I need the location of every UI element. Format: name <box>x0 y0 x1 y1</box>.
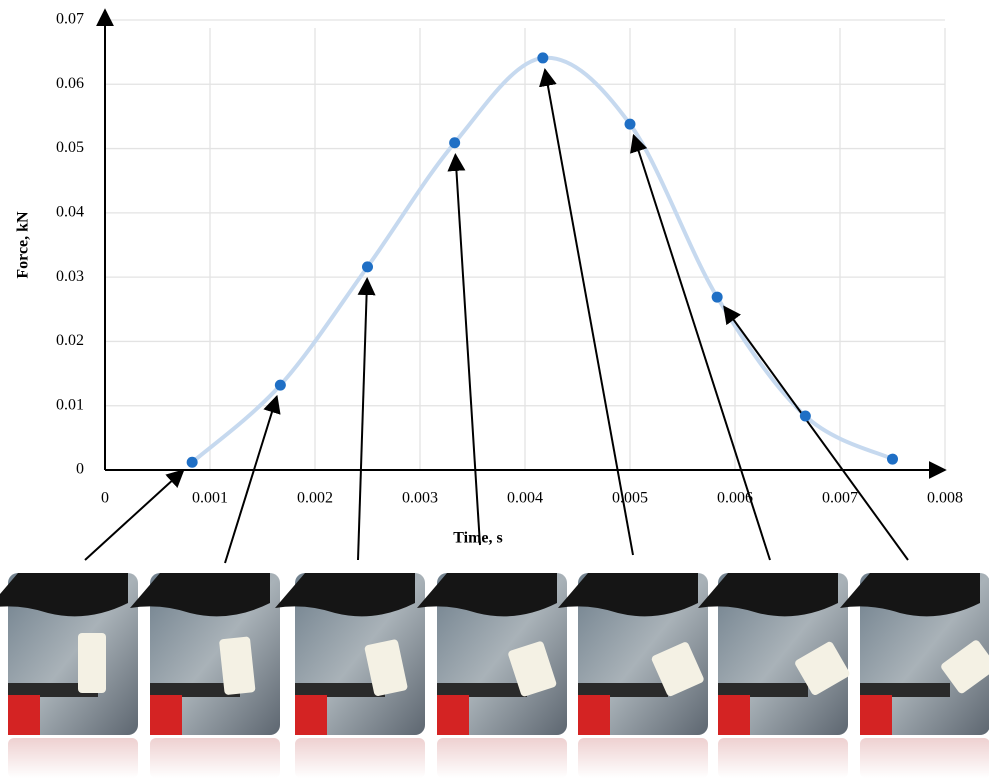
photo-reflection-fade <box>578 738 708 778</box>
photo-dark <box>698 573 838 617</box>
x-tick-label: 0.004 <box>507 490 543 507</box>
y-tick-label: 0 <box>76 461 84 478</box>
y-tick-label: 0.06 <box>56 75 84 92</box>
photo-block <box>651 642 704 697</box>
photo-plate <box>578 683 668 697</box>
photo <box>558 573 708 778</box>
data-point <box>186 456 198 468</box>
x-tick-label: 0.005 <box>612 490 648 507</box>
photo-reflection-fade <box>860 738 989 778</box>
photo-dark <box>130 573 270 617</box>
photo-strip <box>0 573 989 778</box>
photo-reflection-fade <box>8 738 138 778</box>
x-axis-title: Time, s <box>453 530 502 547</box>
data-point <box>799 410 811 422</box>
photo-plate <box>860 683 950 697</box>
photo-block <box>78 633 106 693</box>
photo-reflection-fade <box>295 738 425 778</box>
x-tick-label: 0.001 <box>192 490 228 507</box>
arrow <box>630 133 771 561</box>
photo-dark <box>417 573 557 617</box>
x-tick-label: 0 <box>101 490 109 507</box>
photo-block <box>941 640 989 694</box>
arrow <box>357 277 376 561</box>
photo-reflection-fade <box>150 738 280 778</box>
photo <box>0 573 138 778</box>
photo-dark <box>840 573 980 617</box>
photo-reflection-fade <box>437 738 567 778</box>
data-point <box>537 52 549 64</box>
x-tick-label: 0.002 <box>297 490 333 507</box>
photo-red <box>860 695 892 735</box>
photo-red <box>578 695 610 735</box>
y-tick-label: 0.04 <box>56 204 84 221</box>
photo-block <box>219 636 256 695</box>
photo-plate <box>8 683 98 697</box>
y-axis-title: Force, kN <box>15 211 32 279</box>
photo-block <box>795 641 850 696</box>
photo-block <box>508 641 557 697</box>
photo <box>840 573 989 778</box>
x-tick-label: 0.006 <box>717 490 753 507</box>
data-point <box>274 379 286 391</box>
x-tick-label: 0.007 <box>822 490 858 507</box>
data-point <box>362 261 373 273</box>
photo-plate <box>150 683 240 697</box>
photo-block <box>364 639 408 696</box>
data-point <box>449 137 461 149</box>
y-tick-label: 0.01 <box>56 396 84 413</box>
data-point <box>887 453 898 465</box>
arrow <box>447 152 481 546</box>
y-tick-label: 0.02 <box>56 332 84 349</box>
photo-red <box>8 695 40 735</box>
photo-dark <box>0 573 128 617</box>
photo-red <box>295 695 327 735</box>
x-tick-label: 0.003 <box>402 490 438 507</box>
arrow <box>224 394 281 564</box>
photo <box>130 573 280 778</box>
grid <box>105 19 946 470</box>
arrow <box>84 469 185 561</box>
photo-dark <box>275 573 415 617</box>
curve <box>190 55 894 464</box>
data-point <box>711 291 723 303</box>
arrow <box>723 305 909 561</box>
y-tick-label: 0.07 <box>56 11 84 28</box>
photo-red <box>718 695 750 735</box>
photo <box>417 573 567 778</box>
photo-plate <box>718 683 808 697</box>
photo-plate <box>437 683 527 697</box>
y-tick-label: 0.03 <box>56 268 84 285</box>
photo-red <box>437 695 469 735</box>
arrow <box>539 67 634 556</box>
y-tick-label: 0.05 <box>56 139 84 156</box>
x-tick-label: 0.008 <box>927 490 963 507</box>
photo-plate <box>295 683 385 697</box>
photo <box>698 573 850 778</box>
data-point <box>624 118 636 130</box>
photo-reflection-fade <box>718 738 848 778</box>
photo-red <box>150 695 182 735</box>
photo-dark <box>558 573 698 617</box>
photo <box>275 573 425 778</box>
